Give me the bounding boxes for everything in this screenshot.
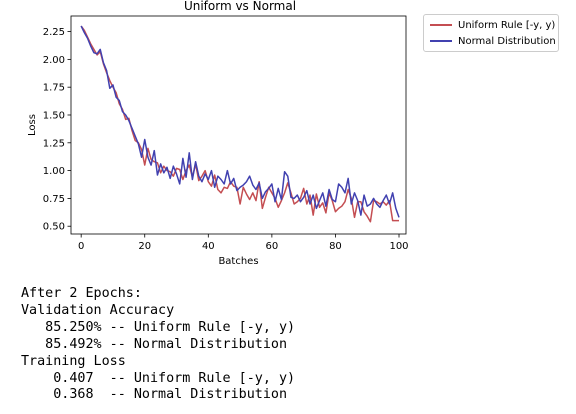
series-line-uniform <box>80 25 400 223</box>
x-axis-label: Batches <box>218 256 258 267</box>
y-tick-label: 1.75 <box>43 83 65 94</box>
legend: Uniform Rule [-y, y) Normal Distribution <box>423 14 559 52</box>
x-tick-label: 0 <box>78 241 84 252</box>
x-tick-label: 20 <box>138 241 151 252</box>
output-line: 85.492% -- Normal Distribution <box>21 336 288 352</box>
cell-output: After 2 Epochs: Validation Accuracy 85.2… <box>21 286 295 404</box>
series-layer <box>80 25 400 223</box>
output-line: 85.250% -- Uniform Rule [-y, y) <box>21 319 296 335</box>
output-line: Training Loss <box>21 353 126 369</box>
y-tick-label: 0.50 <box>43 222 65 233</box>
x-tick-label: 80 <box>329 241 342 252</box>
y-tick-label: 2.00 <box>43 55 65 66</box>
x-tick-label: 100 <box>389 241 408 252</box>
y-tick-label: 1.50 <box>43 110 65 121</box>
loss-chart: Uniform vs Normal 0 20 40 60 80 100 0.50 0.75 1… <box>27 0 409 267</box>
y-tick-label: 1.00 <box>43 166 65 177</box>
y-axis: 0.50 0.75 1.00 1.25 1.50 1.75 2.00 2.25 <box>43 27 71 233</box>
legend-line-normal <box>430 40 452 42</box>
legend-item-normal: Normal Distribution <box>430 34 556 48</box>
series-line-normal <box>80 25 400 218</box>
y-tick-label: 0.75 <box>43 194 65 205</box>
output-line: 0.368 -- Normal Distribution <box>21 387 288 403</box>
output-line: After 2 Epochs: <box>21 286 142 301</box>
y-tick-label: 1.25 <box>43 138 65 149</box>
y-axis-label: Loss <box>27 114 38 136</box>
plot-frame <box>70 15 407 235</box>
legend-label-normal: Normal Distribution <box>458 35 556 47</box>
legend-line-uniform <box>430 24 452 26</box>
x-tick-label: 40 <box>202 241 215 252</box>
x-tick-label: 60 <box>266 241 279 252</box>
y-tick-label: 2.25 <box>43 27 65 38</box>
chart-title: Uniform vs Normal <box>184 0 296 13</box>
output-line: 0.407 -- Uniform Rule [-y, y) <box>21 370 296 386</box>
legend-item-uniform: Uniform Rule [-y, y) <box>430 18 555 32</box>
output-line: Validation Accuracy <box>21 302 175 318</box>
legend-label-uniform: Uniform Rule [-y, y) <box>458 19 556 31</box>
x-axis: 0 20 40 60 80 100 <box>78 234 409 252</box>
